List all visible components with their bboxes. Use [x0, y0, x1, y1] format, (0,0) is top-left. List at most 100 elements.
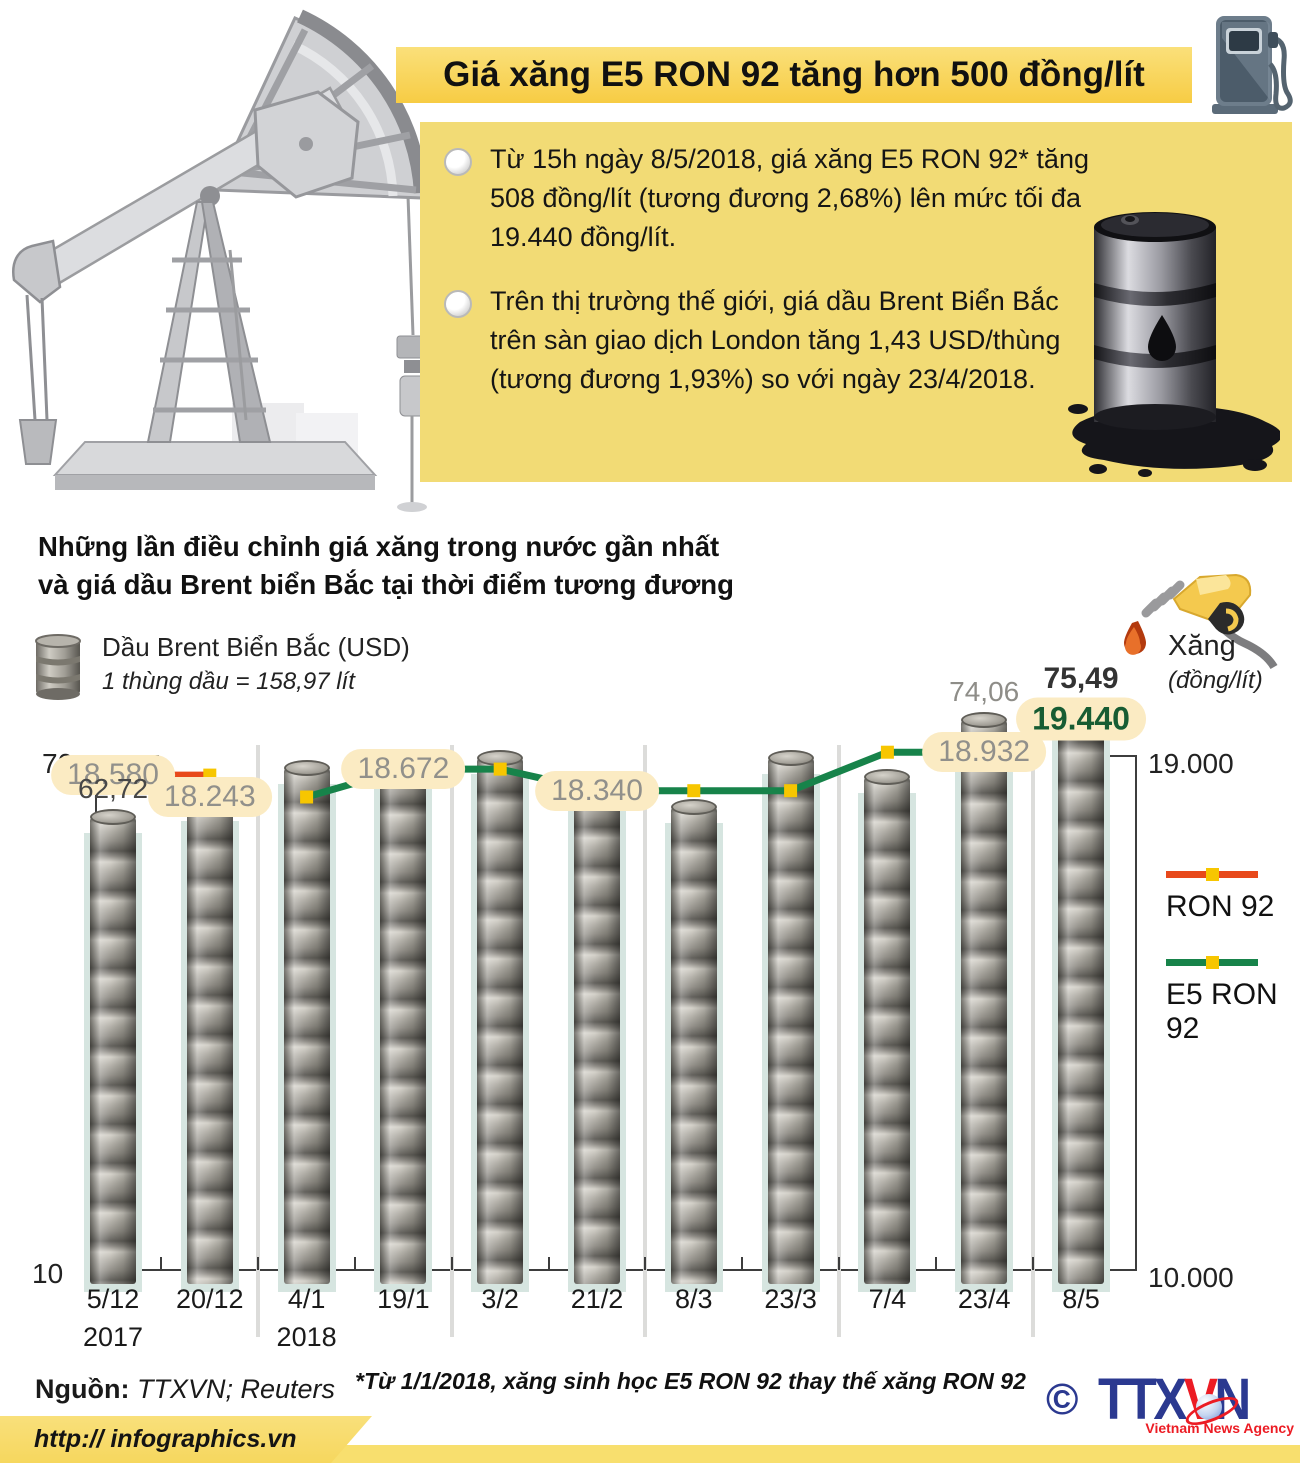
barrel-icon — [35, 634, 81, 700]
price-label-pill: 18.243 — [147, 777, 272, 817]
page-title: Giá xăng E5 RON 92 tăng hơn 500 đồng/lít — [443, 55, 1145, 94]
price-point-marker — [880, 745, 894, 759]
section-title-line1: Những lần điều chỉnh giá xăng trong nước… — [38, 531, 720, 562]
bullet-icon — [444, 290, 472, 318]
fuel-dispenser-icon — [1212, 16, 1293, 114]
x-axis-year-label: 2017 — [82, 1322, 144, 1352]
info-box: Từ 15h ngày 8/5/2018, giá xăng E5 RON 92… — [420, 122, 1292, 482]
axis-label-right-max: 19.000 — [1148, 748, 1234, 779]
price-point-marker — [687, 784, 701, 798]
bar-value-label: 62,72 — [77, 773, 149, 805]
x-axis-date-label: 4/1 — [287, 1284, 326, 1314]
x-axis-date-label: 20/12 — [176, 1284, 244, 1314]
price-point-marker — [300, 790, 314, 804]
brent-bar — [477, 757, 524, 1284]
bar-value-label: 74,06 — [949, 676, 1020, 708]
url-text[interactable]: http:// infographics.vn — [34, 1425, 297, 1453]
price-label-pill: 18.672 — [341, 749, 466, 790]
month-separator — [837, 745, 841, 1337]
axis-tick — [160, 1257, 163, 1270]
ttxvn-logo: © TTXVN Vietnam News Agency — [1046, 1367, 1294, 1444]
oil-barrel-illustration — [1068, 212, 1280, 477]
section-title: Những lần điều chỉnh giá xăng trong nước… — [38, 528, 734, 604]
globe-icon — [1196, 1394, 1222, 1420]
x-axis-date-label: 21/2 — [570, 1284, 624, 1314]
price-label-pill: 18.340 — [535, 770, 659, 811]
y-axis-right — [1135, 755, 1137, 1271]
brent-bar — [1058, 707, 1104, 1284]
bullet-item: Từ 15h ngày 8/5/2018, giá xăng E5 RON 92… — [444, 140, 1144, 257]
month-separator — [1030, 745, 1035, 1337]
title-banner: Giá xăng E5 RON 92 tăng hơn 500 đồng/lít — [396, 47, 1192, 103]
source-value: TTXVN; Reuters — [129, 1374, 336, 1404]
x-axis-date-label: 5/12 — [86, 1284, 140, 1314]
x-axis-date-label: 23/3 — [764, 1284, 817, 1314]
x-axis-date-label: 19/1 — [377, 1284, 430, 1314]
brent-bar — [574, 792, 620, 1284]
axis-tick — [547, 1257, 550, 1270]
legend-marker-ron92 — [1206, 868, 1219, 881]
source-note: Nguồn: TTXVN; Reuters — [35, 1374, 335, 1405]
x-axis-date-label: 23/4 — [957, 1284, 1011, 1314]
month-separator — [643, 745, 648, 1337]
bar-value-label: 75,49 — [1043, 661, 1119, 695]
logo-subtitle: Vietnam News Agency — [1145, 1420, 1294, 1436]
brent-bar — [767, 757, 814, 1284]
brent-bar — [864, 777, 911, 1284]
brent-bar — [670, 807, 717, 1284]
pump-jack-illustration — [12, 9, 430, 512]
legend-brent: Dầu Brent Biển Bắc (USD) 1 thùng dầu = 1… — [30, 632, 410, 702]
axis-label-left-min: 10 — [32, 1258, 64, 1289]
axis-tick — [838, 1257, 840, 1270]
barrel-lid — [90, 809, 136, 826]
brent-bar — [961, 720, 1008, 1284]
price-label-pill: 18.932 — [922, 732, 1047, 773]
bullet-text: Từ 15h ngày 8/5/2018, giá xăng E5 RON 92… — [490, 144, 1089, 252]
unit-subtitle: (đồng/lít) — [1168, 667, 1263, 694]
legend-brent-title: Dầu Brent Biển Bắc (USD) — [102, 632, 410, 662]
brent-bar — [90, 817, 136, 1284]
barrel-lid — [961, 712, 1008, 729]
axis-label-right-min: 10.000 — [1148, 1262, 1234, 1293]
x-axis-date-label: 7/4 — [868, 1284, 907, 1314]
x-axis-date-label: 8/5 — [1062, 1284, 1100, 1314]
fuel-nozzle-icon — [1124, 573, 1278, 670]
bullet-item: Trên thị trường thế giới, giá dầu Brent … — [444, 282, 1144, 399]
unit-title: Xăng — [1168, 630, 1236, 662]
month-separator — [449, 745, 454, 1337]
axis-tick — [741, 1257, 744, 1270]
axis-tick — [644, 1257, 647, 1270]
axis-tick — [1031, 1257, 1034, 1270]
bullet-text: Trên thị trường thế giới, giá dầu Brent … — [490, 286, 1061, 394]
barrel-lid — [767, 749, 814, 766]
x-axis-year-label: 2018 — [276, 1322, 337, 1352]
price-point-marker — [493, 762, 507, 776]
url-banner: http:// infographics.vn — [0, 1416, 372, 1463]
barrel-lid — [864, 769, 911, 786]
axis-tick — [450, 1257, 453, 1270]
x-axis-date-label: 8/3 — [675, 1284, 713, 1314]
barrel-lid — [670, 799, 717, 816]
bullet-icon — [444, 148, 472, 176]
legend-brent-subtitle: 1 thùng dầu = 158,97 lít — [102, 668, 355, 695]
price-label-pill: 19.440 — [1016, 697, 1146, 741]
axis-tick — [354, 1257, 356, 1270]
axis-tick — [257, 1257, 260, 1270]
axis-tick — [934, 1257, 937, 1270]
x-axis-date-label: 3/2 — [481, 1284, 519, 1314]
footnote: *Từ 1/1/2018, xăng sinh học E5 RON 92 th… — [355, 1368, 1026, 1394]
legend-label-e5ron92: E5 RON 92 — [1166, 978, 1278, 1045]
brent-bar — [380, 769, 427, 1284]
unit-label: Xăng (đồng/lít) — [1168, 630, 1263, 695]
brent-bar — [283, 767, 330, 1284]
month-separator — [256, 745, 261, 1337]
legend-marker-e5ron92 — [1206, 956, 1219, 969]
copyright-icon: © — [1046, 1375, 1079, 1424]
legend-label-ron92: RON 92 — [1166, 890, 1275, 923]
price-point-marker — [784, 784, 798, 798]
source-label: Nguồn: — [35, 1374, 130, 1404]
section-title-line2: và giá dầu Brent biển Bắc tại thời điểm … — [38, 569, 734, 600]
barrel-lid — [283, 759, 330, 776]
